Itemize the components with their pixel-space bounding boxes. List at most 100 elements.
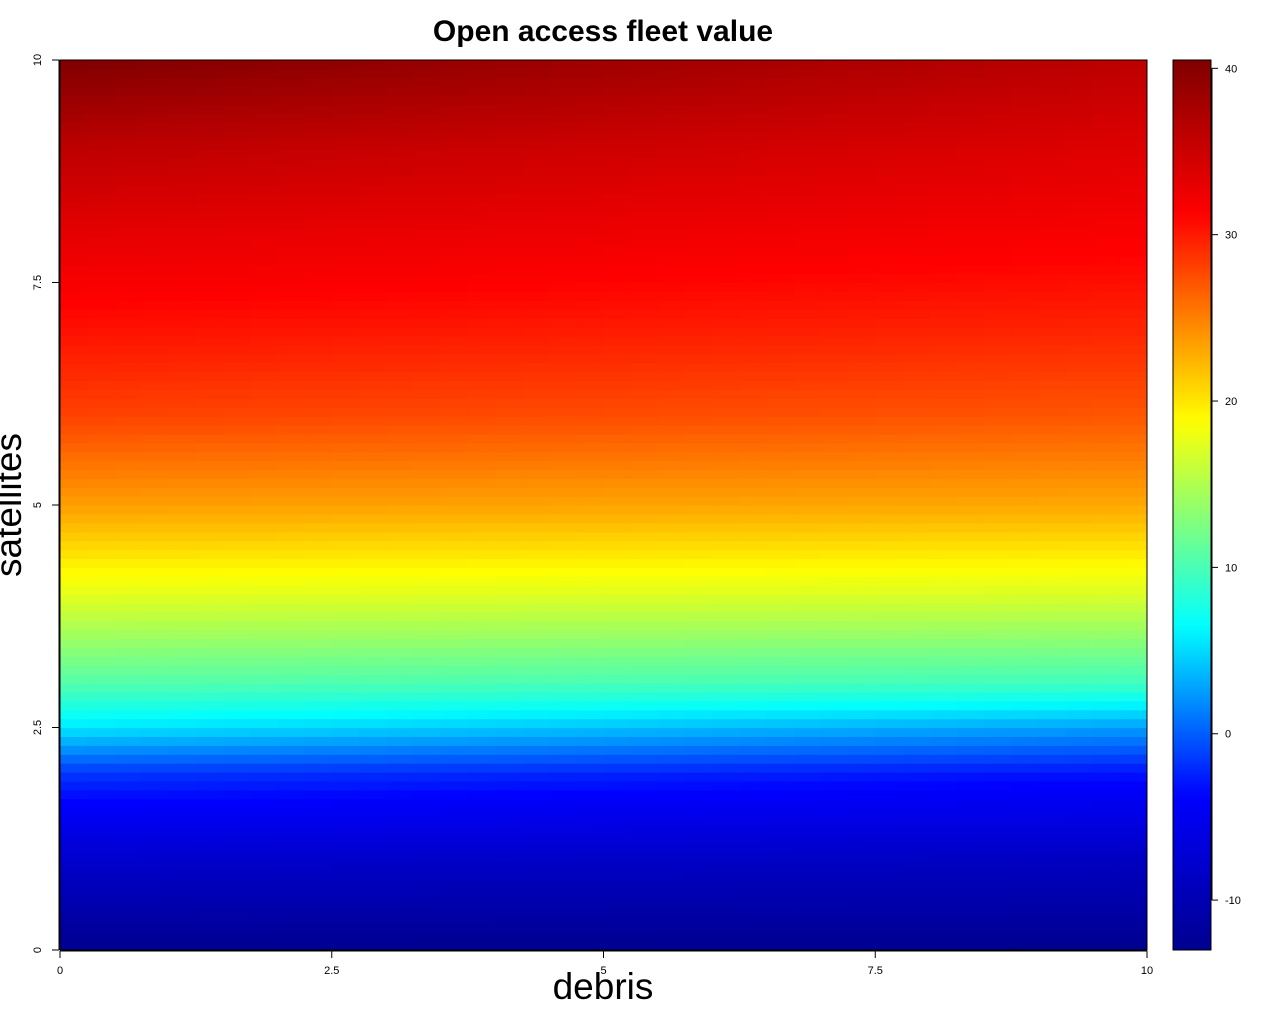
heatmap-cell [902,86,931,97]
heatmap-cell [793,611,822,622]
heatmap-cell [521,433,550,444]
heatmap-cell [467,175,496,186]
heatmap-cell [549,202,577,212]
heatmap-cell [60,273,88,284]
heatmap-cell [630,424,659,435]
heatmap-cell [685,86,713,97]
heatmap-cell [467,104,496,114]
heatmap-cell [630,513,659,524]
heatmap-cell [1038,807,1067,818]
heatmap-cell [875,585,904,595]
heatmap-cell [1065,487,1094,497]
heatmap-cell [630,683,659,693]
heatmap-cell [549,424,577,435]
heatmap-cell [277,843,306,853]
heatmap-cell [223,763,251,773]
heatmap-cell [929,941,958,950]
heatmap-cell [739,487,768,497]
heatmap-cell [141,353,170,364]
heatmap-cell [141,941,170,950]
heatmap-cell [983,273,1012,284]
heatmap-cell [1038,291,1067,301]
heatmap-cell [657,460,686,470]
heatmap-cell [331,318,360,328]
heatmap-cell [956,558,985,568]
heatmap-cell [685,246,713,257]
heatmap-cell [195,691,224,702]
heatmap-cell [1119,380,1147,390]
heatmap-cell [549,255,577,266]
heatmap-cell [848,442,876,453]
heatmap-cell [250,113,278,123]
heatmap-cell [386,629,414,640]
heatmap-cell [657,611,686,622]
heatmap-cell [331,763,360,773]
heatmap-cell [983,941,1012,950]
heatmap-cell [223,309,251,319]
heatmap-cell [386,131,414,141]
heatmap-cell [739,674,768,684]
heatmap-cell [793,513,822,524]
heatmap-cell [956,665,985,675]
heatmap-cell [875,60,904,70]
heatmap-cell [358,941,387,950]
heatmap-cell [848,255,876,266]
heatmap-cell [304,683,333,693]
heatmap-cell [60,77,88,88]
heatmap-cell [331,211,360,221]
heatmap-cell [386,558,414,568]
heatmap-cell [413,923,442,933]
heatmap-cell [358,371,387,381]
heatmap-cell [141,754,170,764]
heatmap-cell [1038,531,1067,542]
heatmap-cell [87,104,115,114]
heatmap-cell [739,202,768,212]
heatmap-cell [983,807,1012,818]
heatmap-cell [603,433,632,444]
heatmap-cell [848,478,876,488]
heatmap-cell [1065,424,1094,435]
heatmap-cell [1119,878,1147,889]
heatmap-cell [277,122,306,132]
heatmap-cell [250,576,278,586]
heatmap-cell [712,60,740,70]
heatmap-cell [685,914,713,924]
heatmap-cell [277,487,306,497]
heatmap-cell [793,255,822,266]
heatmap-cell [277,220,306,230]
heatmap-cell [793,567,822,577]
heatmap-cell [929,923,958,933]
heatmap-cell [386,914,414,924]
heatmap-cell [820,513,849,524]
heatmap-cell [87,647,115,657]
heatmap-cell [1119,229,1147,239]
heatmap-cell [304,175,333,186]
heatmap-cell [712,674,740,684]
heatmap-cell [440,531,469,542]
heatmap-cell [1038,656,1067,666]
heatmap-cell [494,914,523,924]
heatmap-cell [875,852,904,862]
heatmap-cell [712,647,740,657]
heatmap-cell [657,140,686,150]
heatmap-cell [87,318,115,328]
heatmap-cell [712,825,740,835]
heatmap-cell [603,887,632,898]
heatmap-cell [60,754,88,764]
heatmap-cell [983,513,1012,524]
heatmap-cell [440,424,469,435]
heatmap-cell [712,620,740,631]
heatmap-cell [712,353,740,364]
heatmap-cell [929,825,958,835]
heatmap-cell [168,95,197,106]
heatmap-cell [549,318,577,328]
heatmap-cell [60,309,88,319]
heatmap-cell [304,513,333,524]
heatmap-cell [413,122,442,132]
heatmap-cell [1092,264,1121,275]
heatmap-cell [793,238,822,248]
heatmap-cell [1011,861,1039,871]
heatmap-cell [1011,416,1039,426]
heatmap-cell [603,549,632,559]
heatmap-cell [603,656,632,666]
